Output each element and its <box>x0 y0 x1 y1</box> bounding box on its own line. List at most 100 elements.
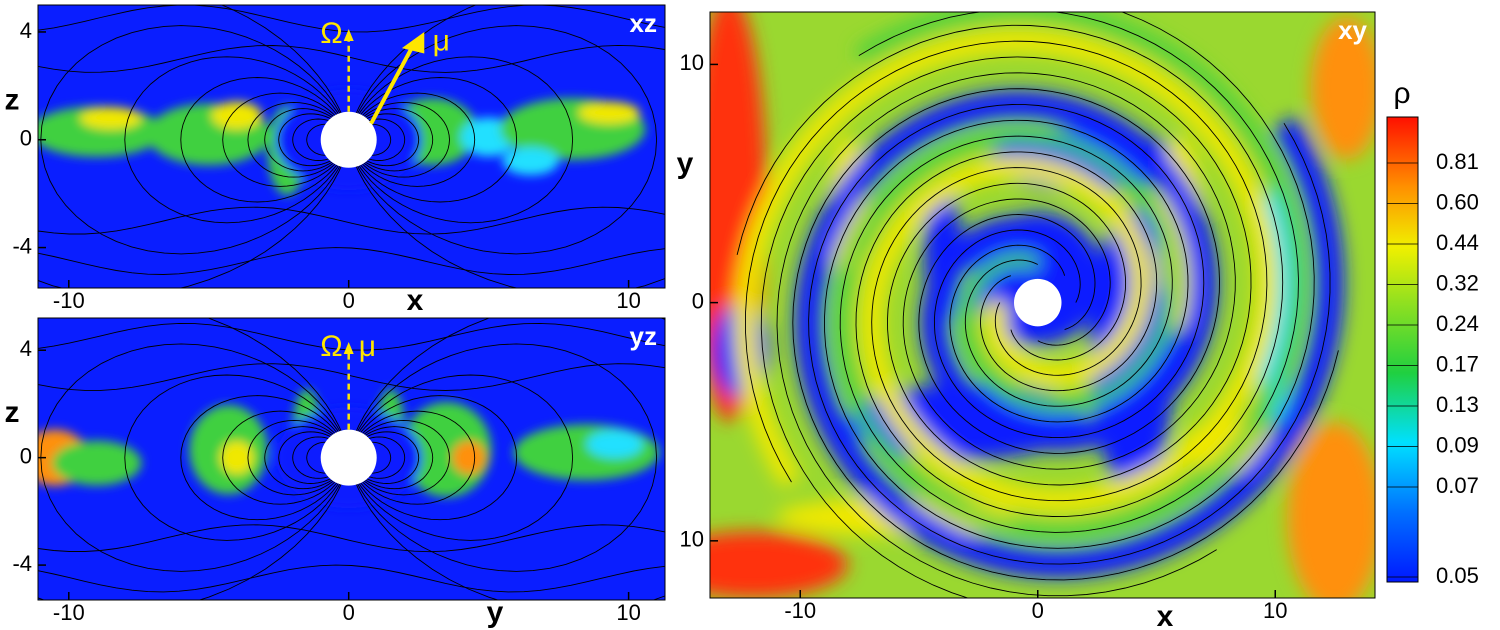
panel-frame <box>37 317 666 601</box>
field-line <box>349 5 665 288</box>
mu-arrow <box>369 44 415 125</box>
field-line <box>349 25 658 255</box>
panel <box>710 12 1375 598</box>
field-line <box>348 101 450 178</box>
colorbar-tick-label: 0.81 <box>1436 149 1479 174</box>
field-line <box>38 44 665 73</box>
density-field <box>38 89 646 196</box>
x-axis-label: y <box>487 596 504 629</box>
y-tick-label: 4 <box>20 18 32 43</box>
star <box>320 429 377 486</box>
x-axis-label: x <box>407 284 424 317</box>
field-line <box>180 395 349 521</box>
density-blob <box>578 101 640 125</box>
x-axis-label: x <box>1157 600 1174 630</box>
field-line <box>124 374 349 541</box>
field-line <box>38 5 348 288</box>
density-blob <box>710 531 848 598</box>
omega-arrowhead <box>343 342 354 354</box>
colorbar-tick-label: 0.09 <box>1436 432 1479 457</box>
field-line <box>38 524 665 553</box>
field-line <box>348 419 450 496</box>
y-tick-label: -4 <box>12 551 32 576</box>
density-blob <box>211 101 262 130</box>
density-field <box>38 388 660 509</box>
colorbar-tick-label: 0.05 <box>1436 563 1479 588</box>
field-line <box>808 104 1331 565</box>
panel <box>38 5 665 288</box>
field-line <box>38 318 348 600</box>
omega-label: Ω <box>320 330 342 363</box>
y-tick-label: 0 <box>20 443 32 468</box>
colorbar-tick-label: 0.13 <box>1436 392 1479 417</box>
colorbar-tick-label: 0.17 <box>1436 351 1479 376</box>
x-tick-label: 0 <box>343 288 355 313</box>
field-line <box>247 419 349 496</box>
y-axis-label: z <box>5 396 20 429</box>
field-line <box>38 206 665 235</box>
density-blob <box>1310 16 1375 160</box>
field-line <box>349 318 665 600</box>
colorbar-tick-label: 0.44 <box>1436 230 1479 255</box>
density-blob <box>79 107 142 130</box>
y-axis-label: y <box>677 147 694 180</box>
field-line <box>776 72 1236 597</box>
field-line <box>180 77 349 203</box>
y-tick-label: -4 <box>12 233 32 258</box>
colorbar-tick-label: 0.32 <box>1436 270 1479 295</box>
field-line <box>38 247 665 275</box>
field-line <box>38 5 665 33</box>
field-line <box>348 395 518 521</box>
density-blob <box>219 440 254 475</box>
panel-frame <box>709 11 1376 599</box>
mu-label: μ <box>433 25 450 58</box>
field-line <box>348 410 476 505</box>
field-line <box>792 88 1339 581</box>
omega-arrowhead <box>343 29 354 41</box>
field-line <box>824 12 1315 549</box>
field-line <box>348 77 518 203</box>
density-blob <box>1287 422 1375 598</box>
y-tick-label: 0 <box>20 126 32 151</box>
y-tick-label: 10 <box>680 50 704 75</box>
x-tick-label: -10 <box>53 600 85 625</box>
panel-label: yz <box>630 321 657 351</box>
y-tick-label: 10 <box>680 527 704 552</box>
colorbar-label: ρ <box>1393 77 1410 110</box>
field-line <box>745 40 1268 502</box>
colorbar-tick-label: 0.24 <box>1436 311 1479 336</box>
panel-label: xz <box>630 8 657 38</box>
panel <box>38 318 665 600</box>
x-tick-label: 0 <box>1032 598 1044 623</box>
field-line <box>349 343 658 572</box>
colorbar <box>1386 116 1419 583</box>
field-line <box>222 410 349 505</box>
field-line <box>38 363 665 391</box>
field-line <box>839 12 1299 533</box>
field-line <box>736 24 1284 517</box>
field-line <box>38 564 665 593</box>
y-axis-label: z <box>5 83 20 116</box>
density-blob <box>502 147 559 176</box>
x-tick-label: -10 <box>784 598 816 623</box>
field-line <box>247 101 349 178</box>
colorbar-tick-label: 0.60 <box>1436 189 1479 214</box>
x-tick-label: 10 <box>616 600 640 625</box>
y-tick-label: 4 <box>20 336 32 361</box>
mu-arrowhead <box>401 31 425 54</box>
star <box>1014 278 1062 327</box>
x-tick-label: 10 <box>616 288 640 313</box>
mu-label: μ <box>359 330 376 363</box>
field-line <box>348 374 574 541</box>
density-blob <box>452 440 486 475</box>
field-line <box>760 56 1252 598</box>
star <box>320 111 377 168</box>
x-tick-label: 10 <box>1263 598 1287 623</box>
field-line <box>222 92 349 187</box>
density-blob <box>586 430 643 459</box>
x-tick-label: 0 <box>343 600 355 625</box>
field-line <box>348 92 476 187</box>
streamlines <box>736 12 1339 598</box>
colorbar-tick-label: 0.07 <box>1436 473 1479 498</box>
